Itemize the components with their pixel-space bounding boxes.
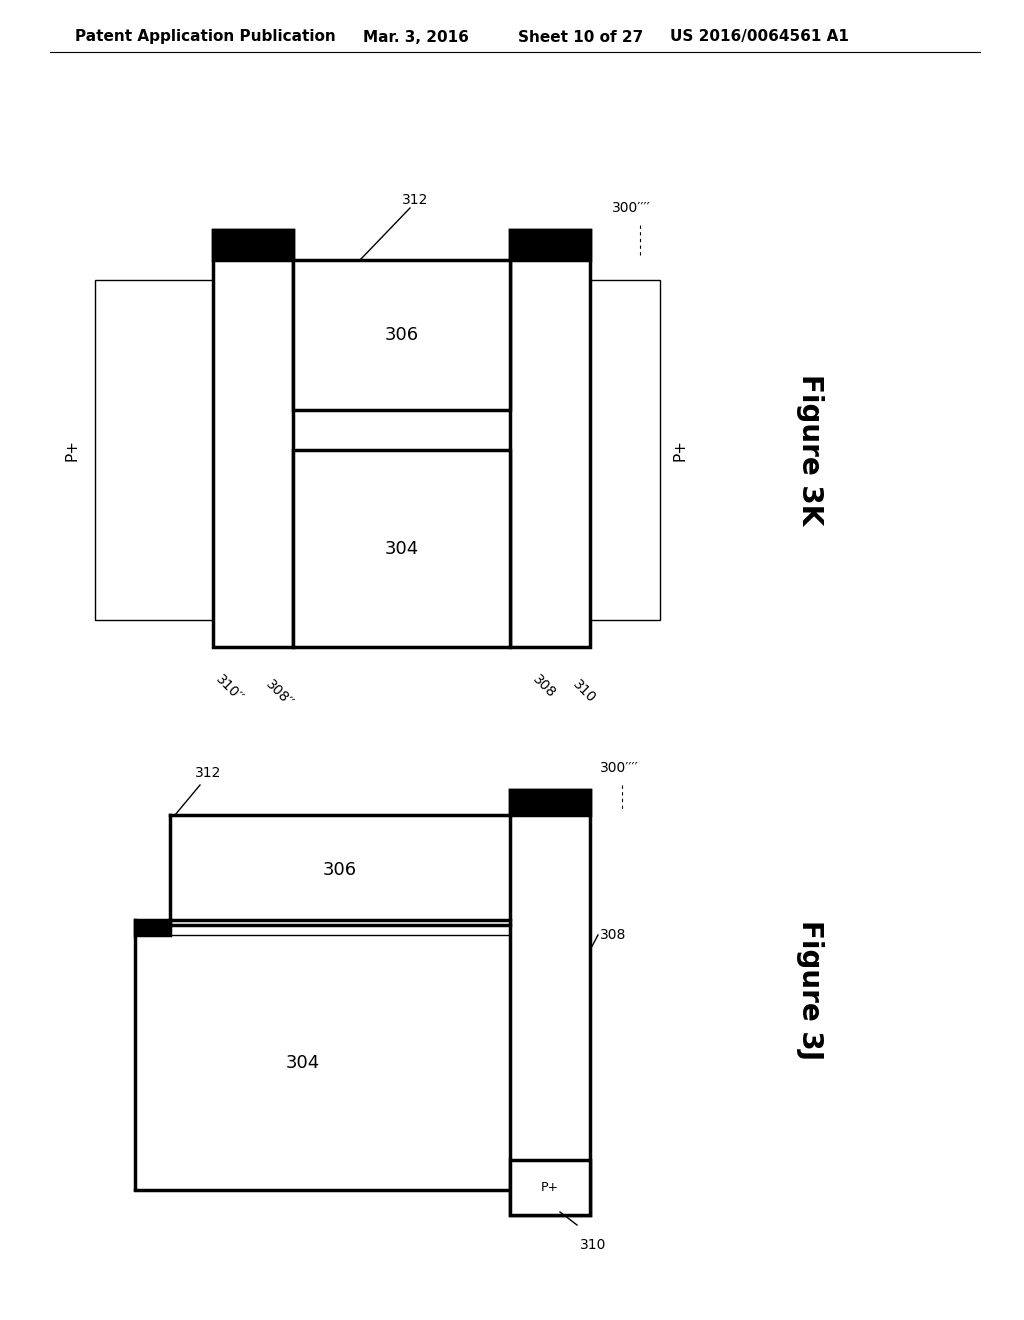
Text: 300′′′′: 300′′′′: [612, 201, 650, 215]
Bar: [510, 789, 590, 1214]
Bar: [213, 230, 293, 647]
Text: 304: 304: [384, 540, 419, 557]
Text: 310: 310: [580, 1238, 606, 1251]
Text: Mar. 3, 2016: Mar. 3, 2016: [362, 29, 469, 45]
Text: 308: 308: [600, 928, 627, 942]
Bar: [170, 814, 510, 925]
Text: P+: P+: [541, 1181, 559, 1195]
Bar: [510, 789, 590, 814]
Text: 306: 306: [323, 861, 357, 879]
Bar: [135, 920, 170, 935]
Text: 310′′: 310′′: [213, 672, 246, 705]
Text: 300′′′′: 300′′′′: [600, 762, 639, 775]
Bar: [95, 280, 213, 620]
Bar: [510, 1160, 590, 1214]
Bar: [135, 935, 510, 1191]
Text: Sheet 10 of 27: Sheet 10 of 27: [518, 29, 643, 45]
Text: 308: 308: [530, 672, 558, 701]
Bar: [534, 280, 660, 620]
Text: 306: 306: [384, 326, 419, 345]
Text: 312: 312: [401, 193, 428, 207]
Bar: [510, 230, 590, 647]
Bar: [293, 260, 510, 411]
Text: 304: 304: [286, 1053, 319, 1072]
Text: P+: P+: [65, 440, 80, 461]
Text: P+: P+: [673, 440, 687, 461]
Text: 310: 310: [570, 677, 599, 706]
Text: 308′′: 308′′: [263, 677, 296, 710]
Bar: [293, 450, 510, 647]
Bar: [213, 230, 293, 260]
Bar: [510, 230, 590, 260]
Text: Patent Application Publication: Patent Application Publication: [75, 29, 336, 45]
Text: Figure 3J: Figure 3J: [796, 920, 824, 1060]
Text: 312: 312: [195, 766, 221, 780]
Text: Figure 3K: Figure 3K: [796, 375, 824, 525]
Text: US 2016/0064561 A1: US 2016/0064561 A1: [670, 29, 849, 45]
